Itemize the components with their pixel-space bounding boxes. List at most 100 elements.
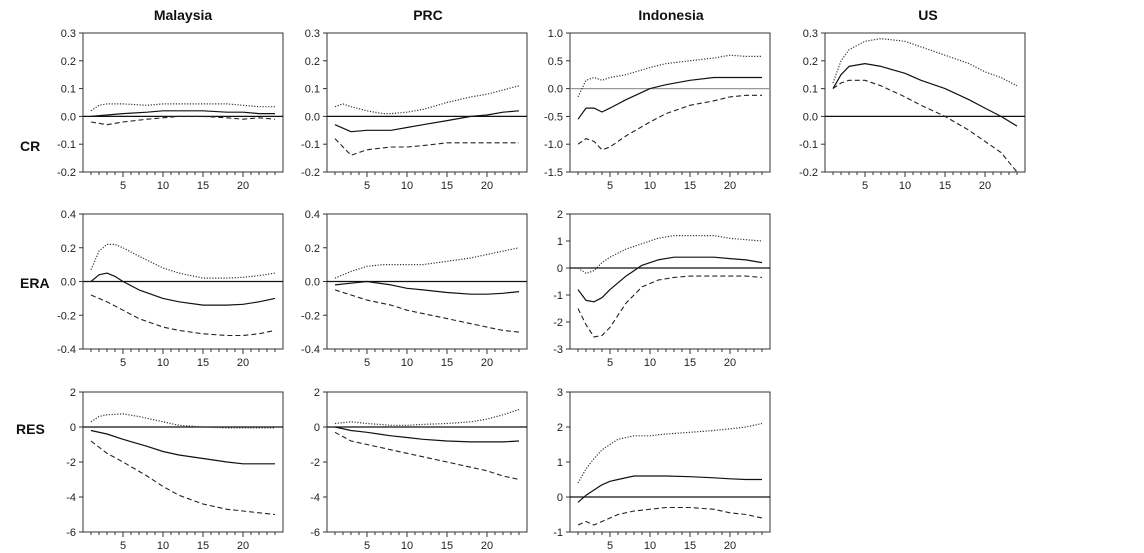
y-tick-label: 1.0 bbox=[548, 28, 563, 40]
x-tick-label: 5 bbox=[364, 357, 370, 369]
panel-prc-era: 0.4 0.2 0.0 -0.2 -0.4 5 10 15 20 bbox=[301, 209, 528, 369]
y-tick-label: 0.0 bbox=[803, 111, 818, 123]
y-tick-label: -4 bbox=[310, 492, 320, 504]
y-tick-label: 0.5 bbox=[548, 56, 563, 68]
y-tick-label: -0.2 bbox=[799, 167, 818, 179]
y-tick-label: 0.2 bbox=[305, 56, 320, 68]
x-tick-label: 15 bbox=[441, 540, 453, 552]
x-tick-label: 5 bbox=[607, 180, 613, 192]
x-tick-label: 10 bbox=[899, 180, 911, 192]
x-tick-label: 10 bbox=[157, 357, 169, 369]
x-tick-label: 20 bbox=[481, 540, 493, 552]
y-tick-label: 0.3 bbox=[803, 28, 818, 40]
plot-frame bbox=[824, 32, 1026, 173]
x-tick-label: 5 bbox=[364, 180, 370, 192]
series-line-dotted bbox=[334, 408, 520, 426]
series-line-dashed bbox=[334, 431, 520, 481]
column-title-indonesia: Indonesia bbox=[638, 7, 704, 23]
panel-malaysia-cr: 0.3 0.2 0.1 0.0 -0.1 -0.2 5 10 15 20 bbox=[57, 28, 284, 192]
y-tick-label: -1 bbox=[553, 290, 563, 302]
row-label-res: RES bbox=[16, 421, 45, 437]
y-tick-label: -0.4 bbox=[301, 344, 320, 356]
y-tick-label: 0 bbox=[557, 492, 563, 504]
plot-frame bbox=[82, 32, 284, 173]
y-tick-label: 3 bbox=[557, 387, 563, 399]
x-tick-label: 5 bbox=[364, 540, 370, 552]
y-tick-label: 0.3 bbox=[305, 28, 320, 40]
y-tick-label: -2 bbox=[553, 317, 563, 329]
y-tick-label: 1 bbox=[557, 457, 563, 469]
series-line-dashed bbox=[334, 138, 519, 156]
y-tick-label: 0.2 bbox=[803, 56, 818, 68]
x-tick-label: 20 bbox=[481, 357, 493, 369]
series-line-dotted bbox=[577, 54, 762, 98]
x-tick-label: 20 bbox=[724, 357, 736, 369]
x-tick-label: 15 bbox=[197, 540, 209, 552]
y-tick-label: 0.2 bbox=[305, 243, 320, 255]
y-tick-label: 0 bbox=[557, 263, 563, 275]
y-tick-label: 0.3 bbox=[61, 28, 76, 40]
panel-us-cr: 0.3 0.2 0.1 0.0 -0.1 -0.2 5 10 15 20 bbox=[799, 28, 1026, 192]
y-tick-label: 0.2 bbox=[61, 56, 76, 68]
series-line-dotted bbox=[90, 243, 276, 279]
y-tick-label: 2 bbox=[557, 422, 563, 434]
x-tick-label: 10 bbox=[644, 540, 656, 552]
x-tick-label: 10 bbox=[401, 357, 413, 369]
y-tick-label: -6 bbox=[310, 527, 320, 539]
y-tick-label: 0 bbox=[314, 422, 320, 434]
x-tick-label: 10 bbox=[157, 180, 169, 192]
x-tick-label: 15 bbox=[441, 357, 453, 369]
y-tick-label: -0.1 bbox=[799, 139, 818, 151]
y-tick-label: -0.2 bbox=[57, 167, 76, 179]
panel-malaysia-era: 0.4 0.2 0.0 -0.2 -0.4 5 10 15 20 bbox=[57, 209, 284, 369]
series-line-dashed bbox=[577, 506, 763, 526]
y-tick-label: -6 bbox=[66, 527, 76, 539]
y-tick-label: -0.5 bbox=[544, 111, 563, 123]
y-tick-label: 0.0 bbox=[61, 111, 76, 123]
column-title-malaysia: Malaysia bbox=[154, 7, 213, 23]
series-line-solid bbox=[577, 76, 762, 120]
y-tick-label: -0.2 bbox=[301, 310, 320, 322]
column-title-us: US bbox=[918, 7, 937, 23]
y-tick-label: 1 bbox=[557, 236, 563, 248]
x-tick-label: 20 bbox=[724, 180, 736, 192]
series-line-dashed bbox=[577, 275, 763, 338]
plot-frame bbox=[82, 391, 284, 533]
y-tick-label: 0.0 bbox=[305, 277, 320, 289]
row-label-cr: CR bbox=[20, 138, 40, 154]
panels: 0.30.20.10.0-0.1-0.25 10 15 200.30.20.10.0-… bbox=[57, 28, 1026, 552]
x-tick-label: 15 bbox=[684, 180, 696, 192]
y-tick-label: 0.1 bbox=[61, 84, 76, 96]
x-tick-label: 10 bbox=[157, 540, 169, 552]
row-labels: CR ERA RES bbox=[16, 138, 50, 437]
plot-frame bbox=[569, 213, 771, 350]
series-line-dotted bbox=[334, 85, 520, 115]
series-line-dotted bbox=[577, 235, 763, 274]
y-tick-label: -3 bbox=[553, 344, 563, 356]
x-tick-label: 15 bbox=[197, 357, 209, 369]
y-tick-label: -4 bbox=[66, 492, 76, 504]
panel-indonesia-era: 210-1-2-35 10 15 20 bbox=[553, 209, 771, 369]
x-tick-label: 20 bbox=[237, 357, 249, 369]
x-tick-label: 5 bbox=[607, 357, 613, 369]
plot-frame bbox=[569, 32, 771, 173]
series-line-dotted bbox=[577, 422, 763, 484]
y-tick-label: 0.0 bbox=[548, 84, 563, 96]
y-tick-label: 0.1 bbox=[803, 84, 818, 96]
x-tick-label: 20 bbox=[979, 180, 991, 192]
y-tick-label: 0.0 bbox=[305, 111, 320, 123]
series-line-solid bbox=[334, 280, 520, 295]
panel-indonesia-cr: 1.0 0.5 0.0 -0.5 -1.0 -1.5 5 10 15 20 bbox=[544, 28, 771, 192]
series-line-dotted bbox=[334, 247, 520, 279]
x-tick-label: 5 bbox=[120, 357, 126, 369]
x-tick-label: 15 bbox=[441, 180, 453, 192]
y-tick-label: 0.2 bbox=[61, 243, 76, 255]
plot-frame bbox=[326, 32, 528, 173]
x-tick-label: 15 bbox=[684, 357, 696, 369]
panel-prc-cr: 0.3 0.2 0.1 0.0 -0.1 -0.2 5 10 15 20 bbox=[301, 28, 528, 192]
series-line-dotted bbox=[90, 413, 275, 429]
panel-prc-res: 20-2-4-65 10 15 20 bbox=[310, 387, 528, 552]
y-tick-label: 2 bbox=[557, 209, 563, 221]
series-line-solid bbox=[577, 475, 762, 503]
